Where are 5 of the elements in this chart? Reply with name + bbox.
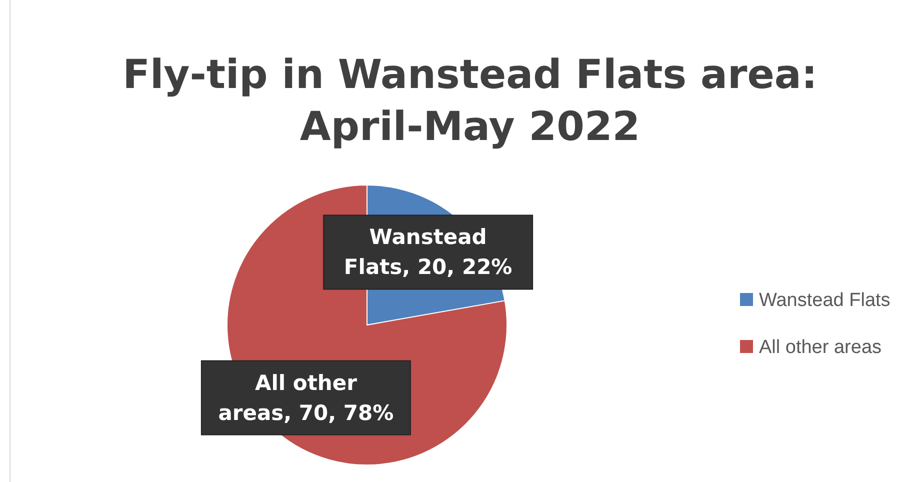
data-label: Wanstead Flats, 20, 22% xyxy=(344,225,512,280)
chart-title: Fly-tip in Wanstead Flats area: April-May 2022 xyxy=(122,52,818,150)
data-label: All other areas, 70, 78% xyxy=(218,370,394,425)
legend-label: Wanstead Flats xyxy=(759,290,890,311)
legend-label: All other areas xyxy=(759,337,882,358)
